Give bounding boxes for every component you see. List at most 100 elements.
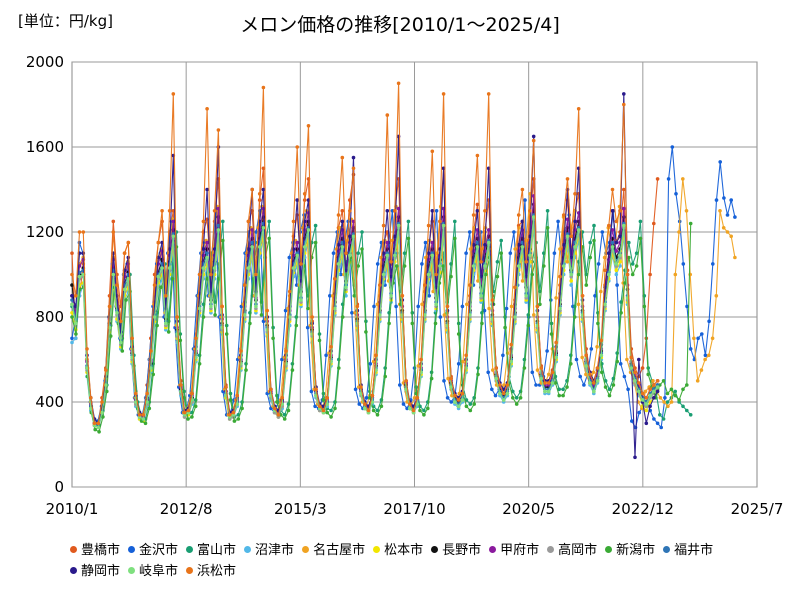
- data-point: [514, 402, 519, 406]
- data-point: [614, 240, 619, 245]
- data-point: [475, 245, 480, 249]
- data-point: [535, 304, 540, 309]
- data-point: [171, 219, 176, 224]
- data-point: [569, 272, 573, 277]
- data-point: [588, 240, 592, 245]
- data-point: [201, 219, 206, 224]
- data-point: [302, 192, 307, 196]
- data-point: [707, 319, 711, 324]
- data-point: [618, 253, 622, 258]
- data-point: [242, 313, 247, 317]
- data-point: [596, 321, 600, 326]
- data-point: [70, 251, 74, 255]
- x-tick-label: 2020/5: [502, 500, 555, 518]
- data-point: [669, 400, 674, 404]
- chart-title: メロン価格の推移[2010/1～2025/4]: [240, 14, 560, 36]
- data-point: [96, 421, 101, 426]
- data-point: [246, 247, 251, 251]
- data-point: [561, 213, 566, 217]
- data-point: [557, 387, 561, 392]
- data-point: [666, 404, 670, 409]
- data-point: [416, 364, 421, 368]
- data-point: [603, 385, 608, 389]
- data-point: [232, 419, 237, 423]
- data-point: [314, 387, 318, 392]
- x-tick-label: 2015/3: [274, 500, 327, 518]
- data-point: [629, 355, 634, 360]
- data-point: [460, 398, 465, 402]
- data-point: [561, 243, 566, 247]
- data-point: [105, 389, 109, 394]
- data-point: [600, 230, 605, 234]
- data-point: [582, 383, 586, 387]
- data-point: [287, 255, 292, 260]
- data-point: [626, 387, 630, 392]
- data-point: [644, 402, 649, 406]
- data-point: [101, 415, 105, 419]
- data-point: [574, 357, 579, 362]
- data-point: [685, 383, 689, 387]
- data-point: [415, 402, 420, 406]
- data-point: [471, 264, 476, 268]
- data-point: [340, 240, 345, 245]
- data-point: [556, 219, 560, 224]
- data-point: [287, 315, 292, 319]
- data-point: [416, 304, 421, 309]
- data-point: [610, 228, 615, 232]
- data-point: [205, 187, 209, 192]
- data-point: [325, 410, 330, 415]
- data-point: [622, 102, 626, 107]
- data-point: [461, 359, 465, 364]
- line-chart: 0 400 800 1200 1600 2000 2010/1 2012/8 2015/3 201…: [26, 53, 784, 518]
- data-point: [340, 209, 345, 213]
- data-point: [309, 389, 314, 394]
- data-point: [595, 379, 600, 383]
- data-point: [70, 340, 74, 345]
- data-point: [364, 396, 369, 400]
- data-point: [486, 92, 491, 96]
- data-point: [614, 249, 619, 253]
- legend-label: 名古屋市: [313, 543, 366, 558]
- data-point: [235, 393, 239, 398]
- data-point: [111, 230, 116, 234]
- data-point: [141, 417, 146, 421]
- data-point: [501, 391, 506, 396]
- data-point: [209, 304, 213, 309]
- data-point: [385, 240, 390, 245]
- data-point: [468, 313, 472, 317]
- data-point: [539, 366, 543, 370]
- data-point: [501, 353, 505, 358]
- data-point: [393, 234, 397, 239]
- data-point: [324, 353, 328, 358]
- data-point: [513, 247, 517, 251]
- data-point: [530, 370, 535, 375]
- data-point: [294, 283, 299, 287]
- data-point: [372, 304, 376, 309]
- x-tick-label: 2025/7: [731, 500, 784, 518]
- data-point: [652, 221, 656, 226]
- legend-marker: [489, 546, 497, 553]
- x-tick-label: 2022/12: [612, 500, 674, 518]
- data-point: [406, 236, 411, 241]
- data-point: [688, 347, 693, 351]
- data-point: [160, 209, 164, 213]
- data-point: [81, 230, 86, 234]
- data-point: [484, 272, 488, 277]
- legend-label: 松本市: [384, 543, 424, 558]
- legend-marker: [70, 567, 77, 574]
- data-point: [254, 304, 258, 309]
- data-point: [221, 238, 225, 243]
- data-point: [310, 315, 315, 319]
- data-point: [588, 372, 592, 377]
- data-point: [552, 251, 557, 255]
- legend-item: 金沢市: [128, 540, 178, 561]
- data-point: [511, 396, 515, 400]
- data-point: [190, 415, 194, 419]
- data-point: [476, 372, 480, 377]
- data-point: [607, 272, 611, 277]
- data-point: [659, 425, 663, 430]
- legend-item: 岐阜市: [128, 561, 178, 582]
- data-point: [518, 396, 523, 400]
- data-point: [596, 262, 601, 266]
- data-point: [351, 155, 356, 160]
